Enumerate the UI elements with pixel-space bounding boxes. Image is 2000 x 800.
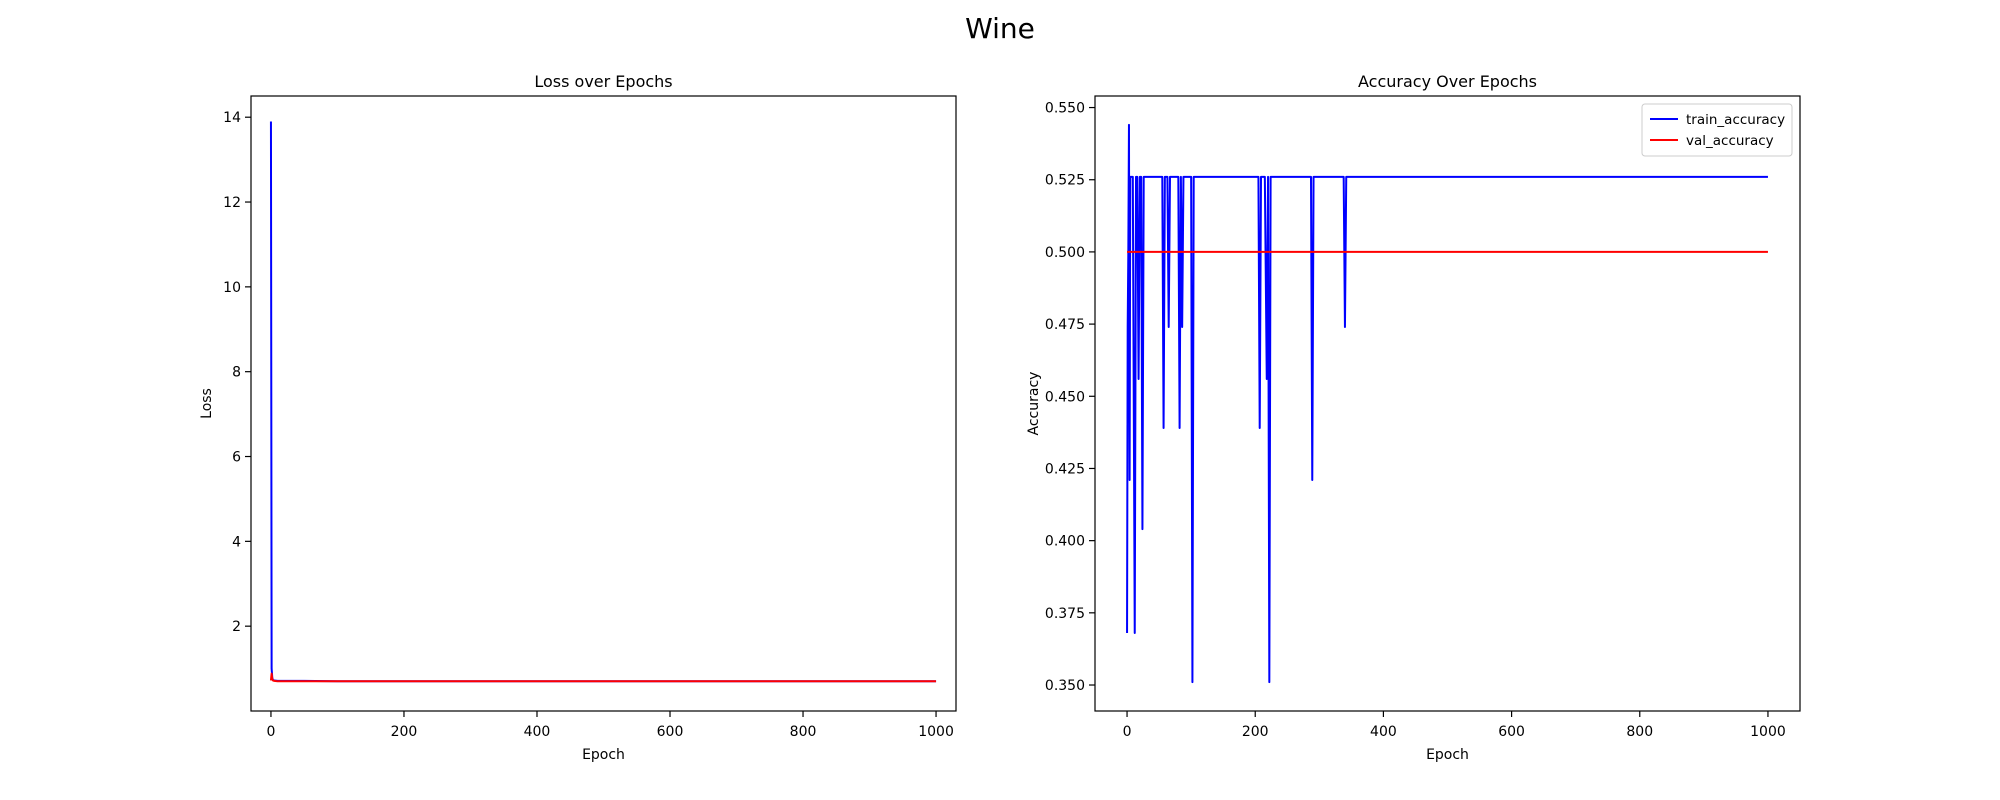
loss-y-tick-label: 12 [223,195,241,211]
accuracy-y-tick-label: 0.450 [1045,389,1085,405]
loss-axes-frame [250,95,957,712]
loss-y-axis-label: Loss [199,388,215,419]
accuracy-legend: train_accuracy val_accuracy [1641,103,1793,157]
accuracy-x-axis-label: Epoch [1426,747,1469,763]
loss-y-tick-label: 2 [232,619,241,635]
loss-chart: 0 200 400 600 800 1000 2 4 6 8 10 12 14 Loss over Epo… [199,72,957,763]
accuracy-x-tick-label: 600 [1498,724,1525,740]
loss-x-axis-label: Epoch [582,747,625,763]
accuracy-y-tick-label: 0.375 [1045,606,1085,622]
loss-series-line-series-1 [269,672,937,683]
accuracy-y-tick-label: 0.350 [1045,678,1085,694]
accuracy-y-tick-label: 0.550 [1045,101,1085,117]
loss-y-tick-label: 4 [232,534,241,550]
accuracy-x-tick-label: 1000 [1750,724,1786,740]
loss-chart-title: Loss over Epochs [534,72,672,91]
accuracy-y-tick-label: 0.475 [1045,317,1085,333]
accuracy-y-tick-label: 0.400 [1045,534,1085,550]
accuracy-y-tick-label: 0.500 [1045,245,1085,261]
loss-y-tick-label: 14 [223,110,241,126]
accuracy-legend-box [1641,103,1793,157]
figure-suptitle: Wine [965,12,1035,45]
loss-x-tick-label: 800 [790,724,817,740]
accuracy-y-tick-label: 0.425 [1045,461,1085,477]
loss-x-tick-label: 1000 [918,724,954,740]
loss-y-tick-label: 6 [232,450,241,466]
accuracy-axes-frame [1094,95,1801,712]
accuracy-y-tick-label: 0.525 [1045,173,1085,189]
loss-series-line-series-0 [269,121,937,683]
accuracy-x-tick-label: 800 [1626,724,1653,740]
accuracy-x-tick-label: 200 [1242,724,1269,740]
legend-label-train_accuracy: train_accuracy [1686,112,1785,128]
loss-x-tick-label: 600 [657,724,684,740]
accuracy-x-tick-label: 400 [1370,724,1397,740]
accuracy-x-tick-label: 0 [1123,724,1132,740]
accuracy-series-line-train_accuracy [1126,123,1768,684]
loss-y-tick-label: 10 [223,280,241,296]
loss-y-tick-label: 8 [232,365,241,381]
legend-label-val_accuracy: val_accuracy [1686,133,1774,149]
loss-x-tick-label: 200 [391,724,418,740]
loss-x-tick-label: 0 [266,724,275,740]
accuracy-y-axis-label: Accuracy [1026,372,1042,436]
accuracy-chart: 0 200 400 600 800 1000 0.350 0.375 0.400 0.425 0.4… [1026,72,1801,763]
loss-x-tick-label: 400 [524,724,551,740]
accuracy-chart-title: Accuracy Over Epochs [1358,72,1537,91]
